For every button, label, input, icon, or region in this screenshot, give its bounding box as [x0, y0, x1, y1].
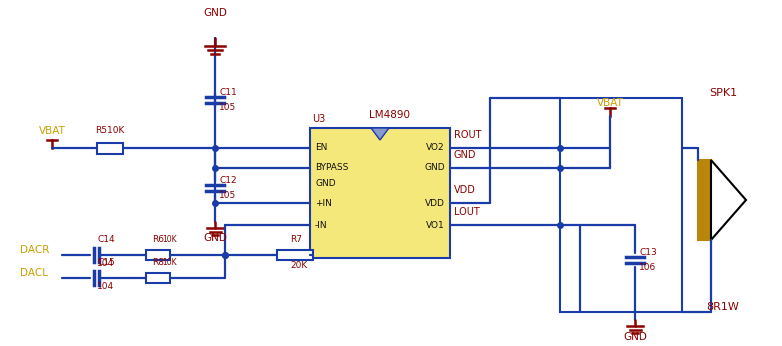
Text: R8: R8	[152, 258, 164, 267]
Text: GND: GND	[315, 179, 335, 188]
Bar	[146, 273, 170, 283]
Text: EN: EN	[315, 144, 328, 153]
Text: ROUT: ROUT	[454, 130, 482, 140]
Polygon shape	[371, 128, 389, 140]
Text: VDD: VDD	[454, 185, 476, 195]
Text: GND: GND	[203, 8, 227, 18]
Text: VBAT: VBAT	[597, 98, 623, 108]
Text: 20K: 20K	[290, 261, 307, 270]
Text: -IN: -IN	[315, 220, 328, 229]
Bar	[310, 128, 450, 258]
Text: R6: R6	[152, 235, 164, 244]
Text: DACL: DACL	[20, 268, 48, 278]
Text: C15: C15	[97, 258, 115, 267]
Text: 104: 104	[97, 282, 114, 291]
Text: U3: U3	[312, 114, 325, 124]
Bar	[97, 143, 123, 154]
Text: R510K: R510K	[95, 126, 124, 135]
Text: GND: GND	[454, 150, 476, 160]
Text: 8R1W: 8R1W	[707, 302, 740, 312]
Text: VO1: VO1	[426, 220, 445, 229]
Text: DACR: DACR	[20, 245, 49, 255]
Text: VDD: VDD	[425, 199, 445, 208]
Text: C12: C12	[219, 176, 237, 185]
Bar	[560, 98, 682, 312]
Text: R7: R7	[290, 235, 302, 244]
Text: BYPASS: BYPASS	[315, 164, 348, 173]
Text: GND: GND	[425, 164, 445, 173]
Text: C11: C11	[219, 88, 237, 97]
Text: VO2: VO2	[426, 144, 445, 153]
Text: C13: C13	[639, 248, 657, 257]
Text: C14: C14	[97, 235, 115, 244]
Text: GND: GND	[623, 332, 647, 342]
Text: 105: 105	[219, 103, 236, 112]
Text: 105: 105	[219, 191, 236, 200]
Text: VBAT: VBAT	[38, 126, 66, 136]
Text: 10K: 10K	[162, 235, 177, 244]
Bar	[146, 250, 170, 260]
Text: LM4890: LM4890	[370, 110, 411, 120]
Text: 10K: 10K	[162, 258, 177, 267]
Text: SPK1: SPK1	[709, 88, 737, 98]
Text: 104: 104	[97, 259, 114, 268]
Text: GND: GND	[203, 233, 227, 243]
Text: 106: 106	[639, 263, 656, 272]
Bar	[277, 250, 313, 260]
Text: LOUT: LOUT	[454, 207, 479, 217]
Bar	[698, 160, 711, 240]
Text: +IN: +IN	[315, 199, 332, 208]
Polygon shape	[711, 160, 746, 240]
